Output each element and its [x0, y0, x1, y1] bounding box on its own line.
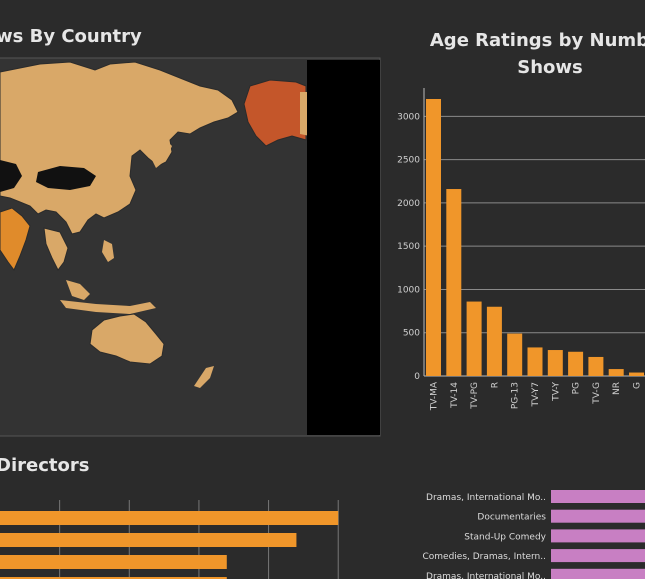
age-x-tick-label: PG-13: [511, 382, 521, 409]
age-x-tick-label: PG: [572, 382, 582, 394]
map-title: ws By Country: [0, 26, 142, 47]
age-x-tick-label: TV-Y: [551, 382, 561, 402]
map-region-malaysia[interactable]: [66, 280, 90, 300]
map-region-australia[interactable]: [89, 313, 165, 365]
age-bar[interactable]: [608, 369, 624, 376]
age-bar[interactable]: [507, 333, 523, 376]
map-region-alaska[interactable]: [243, 79, 307, 147]
directors-chart: [0, 500, 339, 579]
director-bar[interactable]: [0, 533, 297, 547]
age-ratings-chart: 0 500 1000 1500 2000 2500 3000 TV-MA TV-14 TV-PG R…: [397, 88, 645, 411]
genre-bar[interactable]: [551, 549, 645, 563]
genres-chart: Dramas, International Mo.. Documentaries S…: [423, 490, 645, 579]
age-chart-title: Age Ratings by Number Shows: [420, 27, 645, 81]
age-bar[interactable]: [629, 372, 644, 376]
map-region-mongolia[interactable]: [36, 166, 96, 190]
map-region-india[interactable]: [0, 207, 31, 271]
age-bar[interactable]: [527, 347, 543, 376]
genre-label: Documentaries: [477, 513, 546, 523]
age-x-tick-label: NR: [612, 382, 622, 395]
age-x-tick-label: TV-14: [450, 382, 460, 409]
map-region-philippines[interactable]: [102, 240, 114, 262]
map-region-indonesia[interactable]: [60, 300, 156, 314]
genre-bar[interactable]: [551, 490, 645, 503]
age-bar[interactable]: [568, 351, 584, 376]
map-region-japan[interactable]: [150, 140, 172, 168]
age-bar[interactable]: [446, 189, 462, 376]
age-bar[interactable]: [426, 99, 441, 376]
genre-label: Dramas, International Mo..: [426, 572, 546, 579]
age-x-tick-label: TV-PG: [470, 382, 480, 410]
age-x-tick-label: TV-G: [592, 382, 602, 405]
age-x-tick-label: TV-MA: [430, 381, 440, 411]
age-y-tick-label: 500: [403, 329, 420, 339]
director-bar[interactable]: [0, 577, 227, 579]
age-x-tick-label: R: [490, 382, 500, 388]
age-bar[interactable]: [588, 356, 604, 376]
age-y-tick-label: 1000: [397, 285, 420, 295]
age-y-tick-label: 2000: [397, 199, 420, 209]
genre-label: Dramas, International Mo..: [426, 493, 546, 503]
genre-bar[interactable]: [551, 509, 645, 523]
age-bar[interactable]: [547, 350, 563, 376]
map-region-southeast-asia[interactable]: [43, 227, 69, 271]
map-region-new-zealand[interactable]: [194, 366, 214, 388]
genre-bar[interactable]: [551, 568, 645, 579]
age-y-tick-label: 2500: [397, 156, 420, 166]
genre-label: Comedies, Dramas, Intern..: [423, 552, 547, 562]
genre-bar[interactable]: [551, 529, 645, 543]
age-bar[interactable]: [486, 306, 502, 376]
age-x-tick-label: G: [633, 382, 643, 389]
age-bar[interactable]: [466, 301, 482, 376]
director-bar[interactable]: [0, 555, 227, 569]
age-chart-title-line1: Age Ratings by Number: [429, 30, 645, 51]
age-chart-title-line2: Shows: [517, 57, 583, 78]
age-y-tick-label: 3000: [397, 112, 420, 122]
director-bar[interactable]: [0, 511, 339, 525]
age-x-tick-label: TV-Y7: [531, 382, 541, 408]
directors-title: Directors: [0, 455, 90, 476]
map-no-data-area: [307, 60, 380, 435]
age-y-tick-label: 1500: [397, 242, 420, 252]
map-region-central-asia[interactable]: [0, 160, 22, 192]
world-map[interactable]: [0, 57, 381, 437]
age-y-tick-label: 0: [414, 372, 420, 382]
genre-label: Stand-Up Comedy: [464, 532, 546, 542]
